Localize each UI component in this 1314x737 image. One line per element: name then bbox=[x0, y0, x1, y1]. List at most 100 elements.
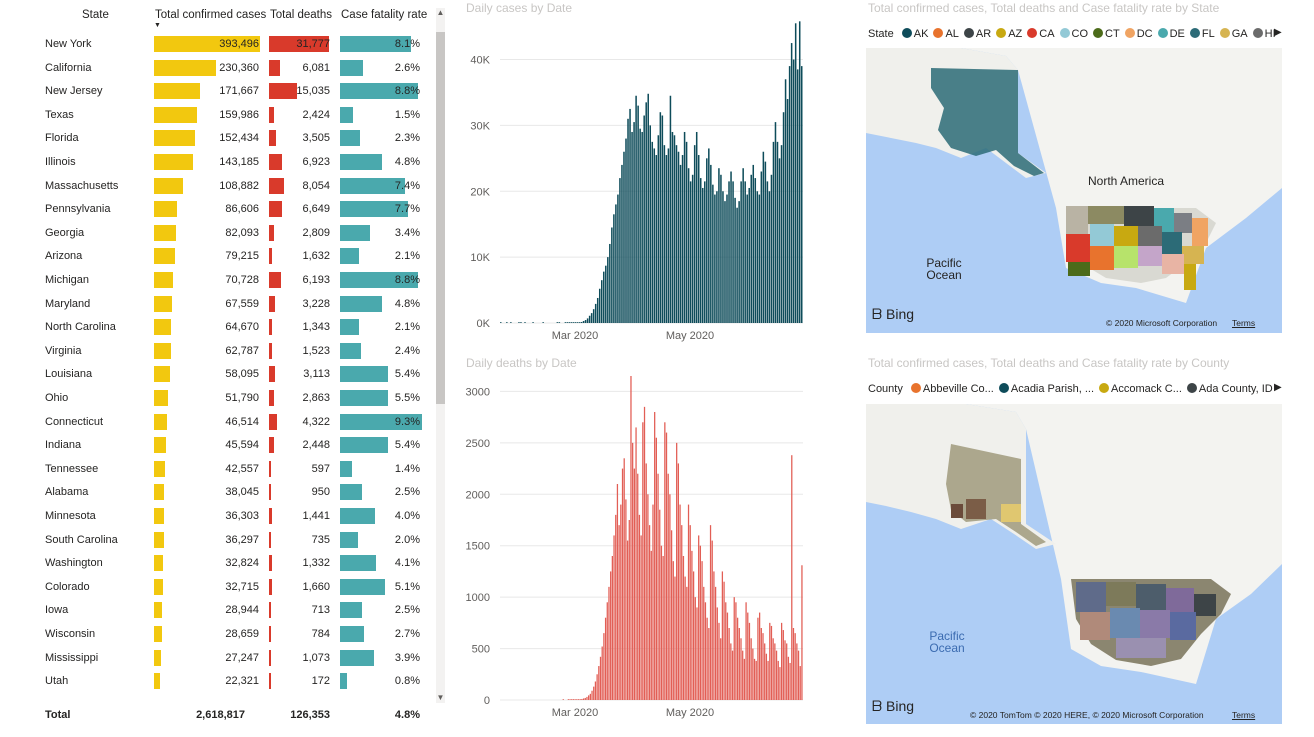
bar[interactable] bbox=[701, 561, 703, 700]
bar[interactable] bbox=[661, 115, 664, 323]
bar[interactable] bbox=[679, 164, 682, 323]
table-row[interactable]: South Carolina 36,297 735 2.0% bbox=[0, 529, 430, 553]
table-row[interactable]: Texas 159,986 2,424 1.5% bbox=[0, 104, 430, 128]
state-shape[interactable] bbox=[1088, 206, 1124, 224]
bar[interactable] bbox=[708, 148, 710, 323]
table-row[interactable]: Pennsylvania 86,606 6,649 7.7% bbox=[0, 198, 430, 222]
bar[interactable] bbox=[647, 494, 649, 700]
header-total-cases[interactable]: Total confirmed cases bbox=[155, 9, 267, 21]
bar[interactable] bbox=[596, 674, 598, 700]
bar[interactable] bbox=[740, 181, 742, 323]
bar[interactable] bbox=[790, 43, 793, 324]
bar[interactable] bbox=[685, 141, 688, 323]
bar[interactable] bbox=[698, 535, 700, 700]
county-legend-item[interactable]: Abbeville Co... bbox=[910, 383, 994, 395]
table-row[interactable]: Massachusetts 108,882 8,054 7.4% bbox=[0, 175, 430, 199]
table-row[interactable]: New Jersey 171,667 15,035 8.8% bbox=[0, 80, 430, 104]
bar[interactable] bbox=[777, 660, 779, 700]
county-shape[interactable] bbox=[1080, 612, 1110, 640]
bar[interactable] bbox=[660, 545, 663, 700]
county-shape[interactable] bbox=[1106, 582, 1136, 606]
bar[interactable] bbox=[726, 194, 728, 323]
state-shape[interactable] bbox=[1068, 262, 1090, 276]
table-row[interactable]: Ohio 51,790 2,863 5.5% bbox=[0, 387, 430, 411]
bar[interactable] bbox=[603, 271, 605, 323]
table-row[interactable]: Colorado 32,715 1,660 5.1% bbox=[0, 576, 430, 600]
bar[interactable] bbox=[613, 535, 615, 700]
bar[interactable] bbox=[794, 633, 796, 700]
bar[interactable] bbox=[784, 79, 787, 323]
bar[interactable] bbox=[791, 455, 793, 700]
bar[interactable] bbox=[750, 638, 752, 700]
bar[interactable] bbox=[726, 612, 729, 700]
table-row[interactable]: Connecticut 46,514 4,322 9.3% bbox=[0, 411, 430, 435]
state-legend-item[interactable]: DC bbox=[1124, 28, 1153, 40]
county-legend-item[interactable]: Acadia Parish, ... bbox=[998, 383, 1094, 395]
bar[interactable] bbox=[640, 535, 642, 700]
bar[interactable] bbox=[736, 617, 739, 700]
bar[interactable] bbox=[704, 602, 707, 700]
bar[interactable] bbox=[768, 191, 771, 323]
bar[interactable] bbox=[780, 622, 783, 700]
bar[interactable] bbox=[592, 309, 595, 323]
bar[interactable] bbox=[582, 321, 585, 323]
bar[interactable] bbox=[712, 184, 714, 323]
table-row[interactable]: Utah 22,321 172 0.8% bbox=[0, 670, 430, 694]
bar[interactable] bbox=[725, 602, 727, 700]
bar[interactable] bbox=[672, 561, 674, 700]
bar[interactable] bbox=[788, 66, 791, 324]
state-shape[interactable] bbox=[1162, 232, 1182, 254]
state-legend-item[interactable]: FL bbox=[1189, 28, 1215, 40]
county-legend-item[interactable]: Accomack C... bbox=[1099, 383, 1182, 395]
bar[interactable] bbox=[800, 66, 803, 324]
bar[interactable] bbox=[714, 586, 717, 700]
terms-link[interactable]: Terms bbox=[1232, 710, 1256, 720]
table-row[interactable]: Michigan 70,728 6,193 8.8% bbox=[0, 269, 430, 293]
bar[interactable] bbox=[664, 422, 666, 700]
table-row[interactable]: Mississippi 27,247 1,073 3.9% bbox=[0, 647, 430, 671]
bar[interactable] bbox=[765, 653, 768, 700]
bar[interactable] bbox=[779, 667, 781, 700]
bar[interactable] bbox=[667, 148, 670, 323]
bar[interactable] bbox=[796, 69, 799, 324]
bar[interactable] bbox=[696, 607, 698, 700]
legend-next-icon[interactable]: ▶ bbox=[1274, 27, 1282, 38]
deaths-chart[interactable]: 0 500 1000 1500 2000 2500 3000 Mar 2020 May 20… bbox=[460, 376, 810, 724]
bar[interactable] bbox=[635, 95, 637, 323]
bar[interactable] bbox=[643, 406, 646, 700]
bar[interactable] bbox=[728, 628, 730, 700]
bar[interactable] bbox=[720, 174, 722, 323]
bar[interactable] bbox=[665, 432, 668, 700]
bar[interactable] bbox=[653, 148, 656, 323]
bar[interactable] bbox=[627, 118, 629, 323]
bar[interactable] bbox=[738, 628, 740, 700]
bar[interactable] bbox=[754, 178, 757, 323]
bar[interactable] bbox=[796, 643, 798, 700]
bar[interactable] bbox=[604, 617, 607, 700]
bar[interactable] bbox=[532, 322, 534, 323]
bar[interactable] bbox=[609, 243, 611, 323]
bar[interactable] bbox=[676, 442, 678, 700]
state-legend-item[interactable]: AL bbox=[933, 28, 959, 40]
bar[interactable] bbox=[645, 102, 647, 323]
bar[interactable] bbox=[625, 138, 627, 323]
bar[interactable] bbox=[694, 597, 696, 700]
state-shape[interactable] bbox=[1114, 246, 1138, 268]
bar[interactable] bbox=[659, 509, 661, 700]
table-row[interactable]: North Carolina 64,670 1,343 2.1% bbox=[0, 316, 430, 340]
table-row[interactable]: New York 393,496 31,777 8.1% bbox=[0, 33, 430, 57]
bar[interactable] bbox=[638, 514, 641, 700]
table-row[interactable]: Tennessee 42,557 597 1.4% bbox=[0, 458, 430, 482]
bar[interactable] bbox=[708, 628, 710, 700]
bar[interactable] bbox=[714, 194, 716, 323]
bar[interactable] bbox=[596, 297, 599, 323]
bar[interactable] bbox=[621, 164, 623, 323]
bar[interactable] bbox=[762, 633, 764, 700]
bar[interactable] bbox=[764, 161, 767, 323]
bar[interactable] bbox=[652, 504, 654, 700]
bar[interactable] bbox=[756, 191, 759, 323]
bar[interactable] bbox=[663, 145, 666, 323]
table-row[interactable]: Iowa 28,944 713 2.5% bbox=[0, 599, 430, 623]
bar[interactable] bbox=[786, 643, 788, 700]
bar[interactable] bbox=[610, 571, 612, 700]
